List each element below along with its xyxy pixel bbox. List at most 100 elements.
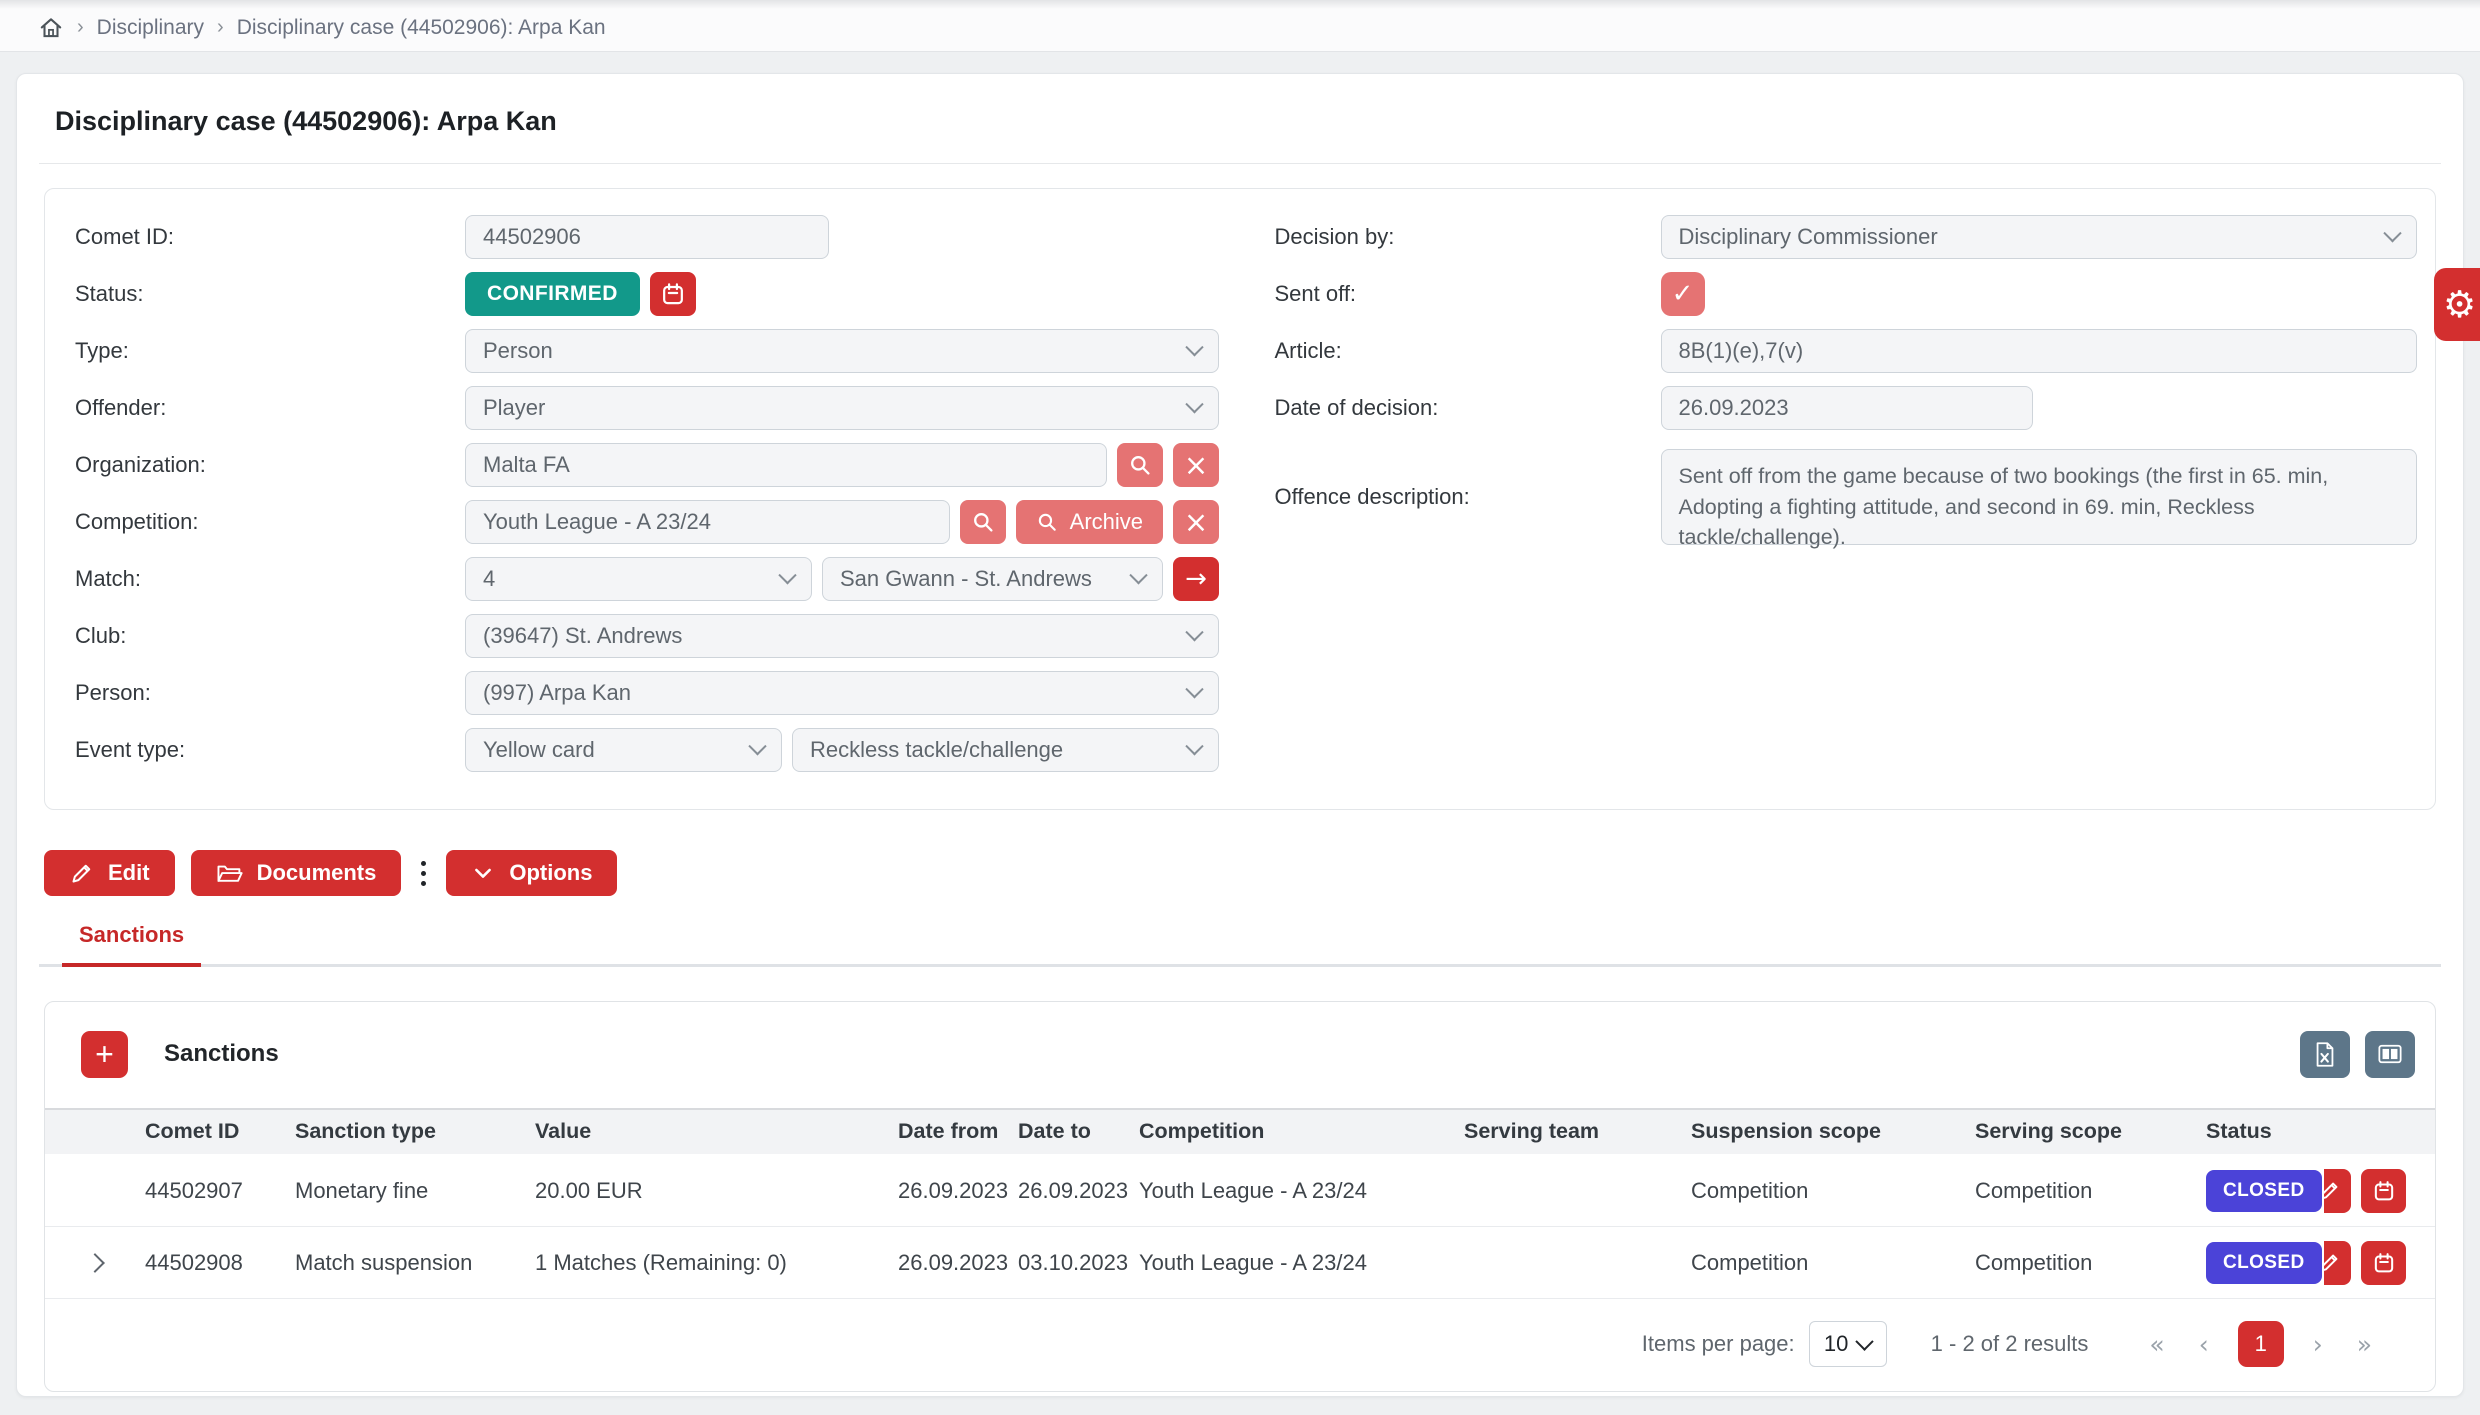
comet-id-field[interactable]: 44502906 xyxy=(465,215,829,259)
offender-label: Offender: xyxy=(75,395,167,420)
organization-search-button[interactable] xyxy=(1117,443,1163,487)
pencil-icon xyxy=(2324,1179,2341,1203)
event-type-select[interactable]: Yellow card xyxy=(465,728,782,772)
cell-serving-scope: Competition xyxy=(1975,1226,2206,1299)
chevron-down-icon xyxy=(1129,565,1148,584)
items-per-page-label: Items per page: xyxy=(1641,1331,1795,1356)
competition-label: Competition: xyxy=(75,509,199,534)
offender-select[interactable]: Player xyxy=(465,386,1219,430)
article-field[interactable]: 8B(1)(e),7(v) xyxy=(1660,329,2417,373)
page-1-button[interactable]: 1 xyxy=(2237,1321,2284,1367)
organization-field[interactable]: Malta FA xyxy=(465,443,1107,487)
case-card: Disciplinary case (44502906): Arpa Kan C… xyxy=(16,73,2464,1397)
event-detail-select[interactable]: Reckless tackle/challenge xyxy=(792,728,1219,772)
options-button[interactable]: Options xyxy=(446,850,618,896)
date-of-decision-label: Date of decision: xyxy=(1274,395,1439,420)
status-badge: CLOSED xyxy=(2206,1241,2322,1284)
first-page-button[interactable]: « xyxy=(2149,1329,2165,1359)
decision-by-label: Decision by: xyxy=(1274,224,1395,249)
add-sanction-button[interactable]: + xyxy=(81,1030,128,1078)
breadcrumb: › Disciplinary › Disciplinary case (4450… xyxy=(0,0,2480,52)
status-history-button[interactable] xyxy=(649,272,696,316)
table-row: 44502908 Match suspension 1 Matches (Rem… xyxy=(45,1226,2435,1299)
club-label: Club: xyxy=(75,623,127,648)
sanction-history-button[interactable] xyxy=(2361,1168,2406,1213)
cell-serving-scope: Competition xyxy=(1975,1154,2206,1227)
close-icon: × xyxy=(1183,504,1209,539)
comet-id-label: Comet ID: xyxy=(75,224,175,249)
sanction-history-button[interactable] xyxy=(2361,1240,2406,1285)
breadcrumb-separator: › xyxy=(217,16,224,38)
sent-off-label: Sent off: xyxy=(1274,281,1357,306)
columns-icon xyxy=(2377,1042,2403,1066)
calendar-icon xyxy=(2372,1179,2396,1203)
pagination: Items per page: 10 1 - 2 of 2 results « … xyxy=(45,1299,2435,1391)
last-page-button[interactable]: » xyxy=(2356,1329,2372,1359)
match-label: Match: xyxy=(75,566,142,591)
sanctions-panel: + Sanctions xyxy=(44,1000,2436,1392)
table-row: 44502907 Monetary fine 20.00 EUR 26.09.2… xyxy=(45,1154,2435,1227)
cell-date-to: 26.09.2023 xyxy=(1018,1154,1139,1227)
breadcrumb-item-disciplinary[interactable]: Disciplinary xyxy=(96,15,205,39)
settings-fab[interactable]: ⚙ xyxy=(2434,268,2480,341)
case-form: Comet ID: 44502906 Status: CONFIRMED xyxy=(44,188,2436,810)
edit-button[interactable]: Edit xyxy=(44,850,175,896)
export-excel-button[interactable] xyxy=(2300,1030,2350,1078)
gear-icon: ⚙ xyxy=(2443,283,2477,326)
competition-field[interactable]: Youth League - A 23/24 xyxy=(465,500,950,544)
match-teams-select[interactable]: San Gwann - St. Andrews xyxy=(822,557,1163,601)
columns-button[interactable] xyxy=(2365,1030,2415,1078)
person-select[interactable]: (997) Arpa Kan xyxy=(465,671,1219,715)
next-page-button[interactable]: › xyxy=(2312,1329,2323,1359)
edit-sanction-button[interactable] xyxy=(2324,1168,2351,1213)
calendar-icon xyxy=(2372,1251,2396,1275)
chevron-down-icon xyxy=(2382,223,2402,242)
more-actions-icon[interactable] xyxy=(421,860,427,886)
col-date-to: Date to xyxy=(1018,1119,1091,1144)
date-of-decision-field[interactable]: 26.09.2023 xyxy=(1660,386,2033,430)
tab-sanctions[interactable]: Sanctions xyxy=(62,922,202,967)
competition-search-button[interactable] xyxy=(959,500,1006,544)
type-select[interactable]: Person xyxy=(465,329,1219,373)
cell-date-to: 03.10.2023 xyxy=(1018,1226,1139,1299)
event-type-label: Event type: xyxy=(75,737,186,762)
sent-off-checkbox[interactable]: ✓ xyxy=(1660,272,1705,316)
cell-date-from: 26.09.2023 xyxy=(898,1226,1018,1299)
prev-page-button[interactable]: ‹ xyxy=(2198,1329,2209,1359)
organization-clear-button[interactable]: × xyxy=(1173,443,1219,487)
club-select[interactable]: (39647) St. Andrews xyxy=(465,614,1219,658)
chevron-down-icon xyxy=(1185,679,1204,698)
status-label: Status: xyxy=(75,281,144,306)
cell-serving-team xyxy=(1464,1226,1691,1299)
cell-comet-id: 44502907 xyxy=(145,1154,295,1227)
goto-match-button[interactable]: → xyxy=(1173,557,1219,601)
arrow-right-icon: → xyxy=(1185,564,1207,594)
match-number-select[interactable]: 4 xyxy=(465,557,812,601)
decision-by-select[interactable]: Disciplinary Commissioner xyxy=(1660,215,2417,259)
competition-clear-button[interactable]: × xyxy=(1173,500,1219,544)
cell-competition: Youth League - A 23/24 xyxy=(1139,1154,1464,1227)
check-icon: ✓ xyxy=(1671,279,1694,309)
search-icon xyxy=(1036,511,1058,533)
offence-description-field[interactable]: Sent off from the game because of two bo… xyxy=(1660,449,2417,549)
type-label: Type: xyxy=(75,338,129,363)
edit-sanction-button[interactable] xyxy=(2324,1240,2351,1285)
sanctions-panel-title: Sanctions xyxy=(164,1040,279,1067)
sanctions-table: Comet ID Sanction type Value Date from D… xyxy=(45,1108,2435,1299)
expand-row-icon[interactable] xyxy=(85,1252,105,1273)
chevron-down-icon xyxy=(1185,337,1204,356)
competition-archive-search-button[interactable]: Archive xyxy=(1015,500,1163,544)
documents-button[interactable]: Documents xyxy=(190,850,402,896)
cell-sanction-type: Monetary fine xyxy=(295,1154,535,1227)
breadcrumb-separator: › xyxy=(77,16,84,38)
chevron-down-icon xyxy=(1185,736,1204,755)
col-value: Value xyxy=(535,1119,592,1144)
home-icon[interactable] xyxy=(38,15,64,41)
results-count: 1 - 2 of 2 results xyxy=(1930,1331,2089,1356)
items-per-page-select[interactable]: 10 xyxy=(1808,1321,1887,1367)
col-comet-id: Comet ID xyxy=(145,1119,240,1144)
cell-value: 20.00 EUR xyxy=(535,1154,898,1227)
col-status: Status xyxy=(2206,1119,2272,1144)
sanctions-panel-header: + Sanctions xyxy=(45,1002,2435,1108)
cell-date-from: 26.09.2023 xyxy=(898,1154,1018,1227)
